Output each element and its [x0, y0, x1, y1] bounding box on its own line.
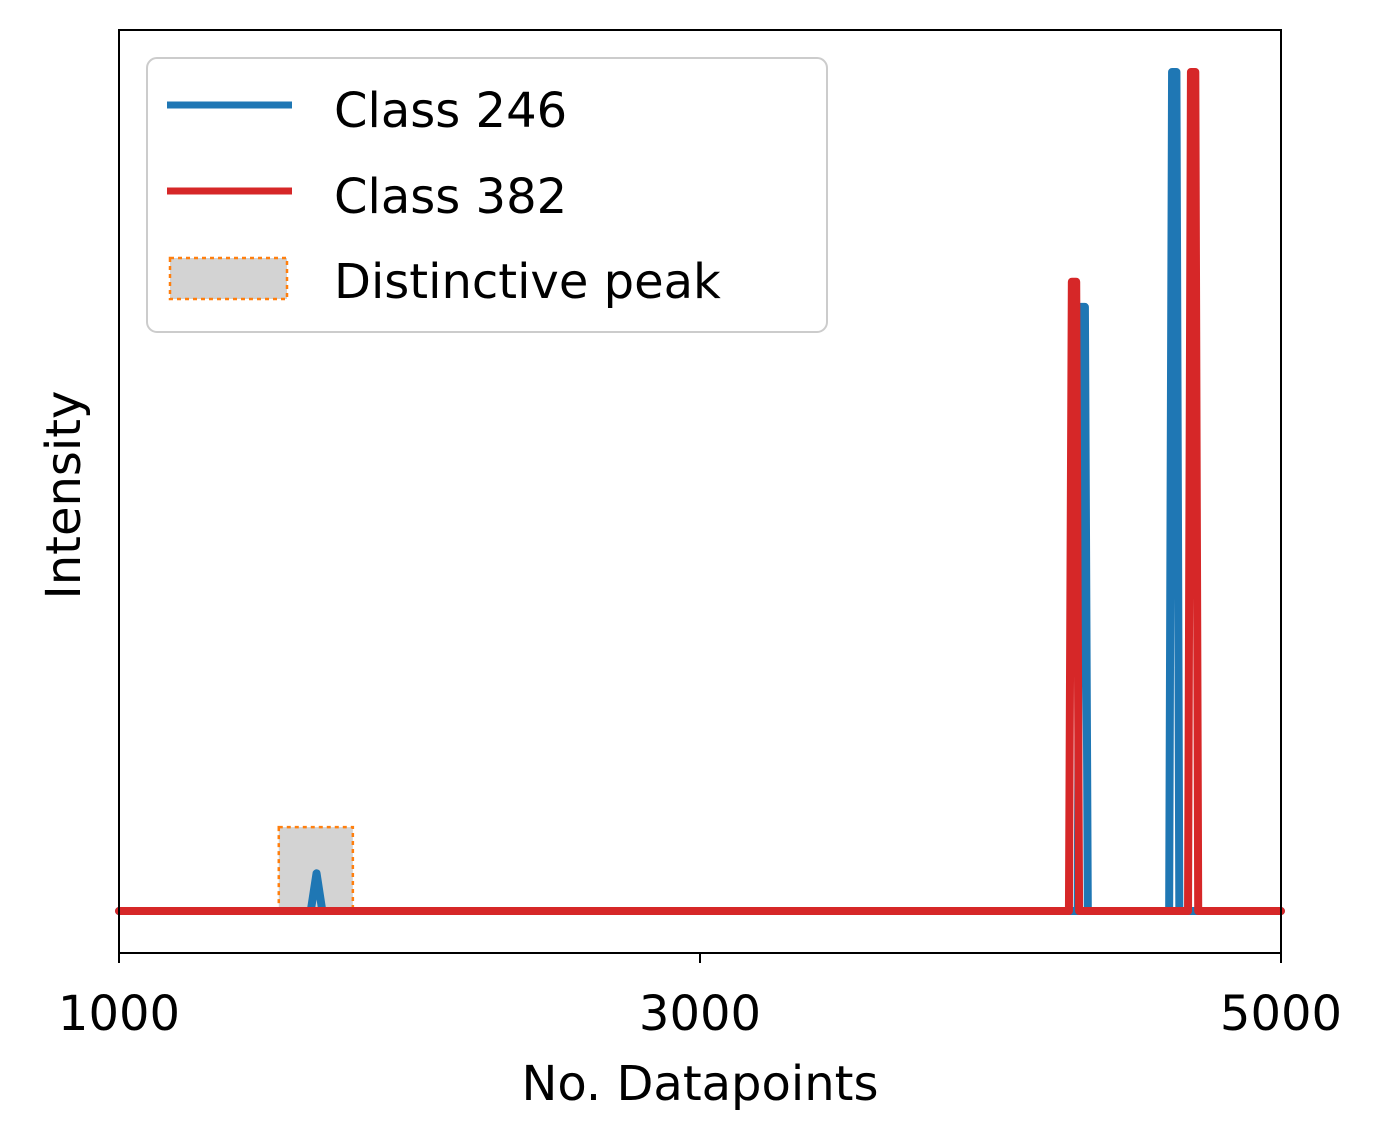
x-tick-label: 3000 — [639, 986, 761, 1042]
legend-label-class-246: Class 246 — [334, 83, 567, 139]
legend-patch-distinctive-peak — [168, 256, 289, 301]
legend-label-distinctive-peak: Distinctive peak — [334, 254, 721, 310]
legend-label-class-382: Class 382 — [334, 169, 567, 225]
y-axis-label: Intensity — [36, 391, 92, 600]
x-tick-label: 1000 — [58, 986, 180, 1042]
highlight-layer — [277, 825, 355, 913]
series-line-class-382 — [115, 67, 1285, 916]
x-axis-label: No. Datapoints — [522, 1056, 879, 1112]
x-tick-label: 5000 — [1220, 986, 1342, 1042]
legend-box — [146, 57, 828, 333]
series-line-class-246 — [115, 67, 1285, 916]
highlight-distinctive-peak — [277, 825, 355, 913]
x-axis-ticks: 1000 3000 5000 — [58, 953, 1342, 1042]
legend: Class 246 Class 382 Distinctive peak — [146, 57, 828, 333]
series-layer — [115, 67, 1285, 916]
